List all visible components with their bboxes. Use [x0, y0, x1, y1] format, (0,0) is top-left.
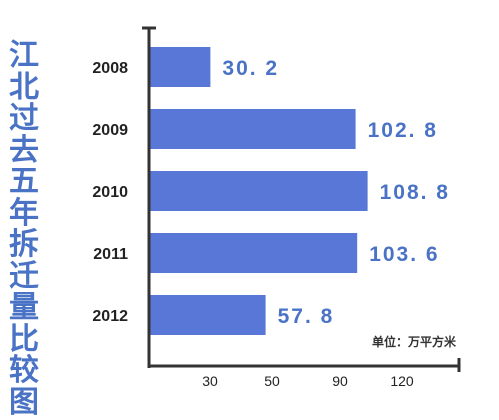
- value-label-2009: 102. 8: [368, 119, 438, 142]
- x-tick-label-30: 30: [202, 373, 218, 389]
- category-label-2012: 2012: [92, 308, 128, 325]
- category-label-2011: 2011: [93, 246, 128, 263]
- x-tick-label-120: 120: [390, 373, 414, 389]
- value-labels-group: 30. 2 102. 8 108. 8 103. 6 57. 8: [222, 57, 450, 328]
- unit-label: 单位：万平方米: [372, 335, 457, 349]
- bar-chart: 2008 2009 2010 2011 2012 30. 2 102. 8 108. 8 10…: [92, 26, 461, 389]
- value-label-2010: 108. 8: [380, 181, 450, 204]
- bars-group: [150, 47, 368, 335]
- x-tick-label-90: 90: [332, 373, 348, 389]
- category-label-2008: 2008: [92, 60, 128, 77]
- bar-2009: [150, 109, 356, 149]
- category-label-2009: 2009: [92, 122, 128, 139]
- bar-2012: [150, 295, 266, 335]
- value-label-2011: 103. 6: [369, 243, 439, 266]
- chart-title: 江北过去五年拆迁量比较图: [9, 38, 39, 420]
- bar-2008: [150, 47, 211, 87]
- value-label-2008: 30. 2: [222, 57, 279, 80]
- x-tick-labels-group: 30 50 90 120: [202, 373, 414, 389]
- x-tick-label-50: 50: [264, 373, 280, 389]
- value-label-2012: 57. 8: [278, 305, 335, 328]
- category-label-2010: 2010: [92, 184, 128, 201]
- bar-2011: [150, 233, 358, 273]
- category-labels-group: 2008 2009 2010 2011 2012: [92, 60, 128, 325]
- bar-2010: [150, 171, 368, 211]
